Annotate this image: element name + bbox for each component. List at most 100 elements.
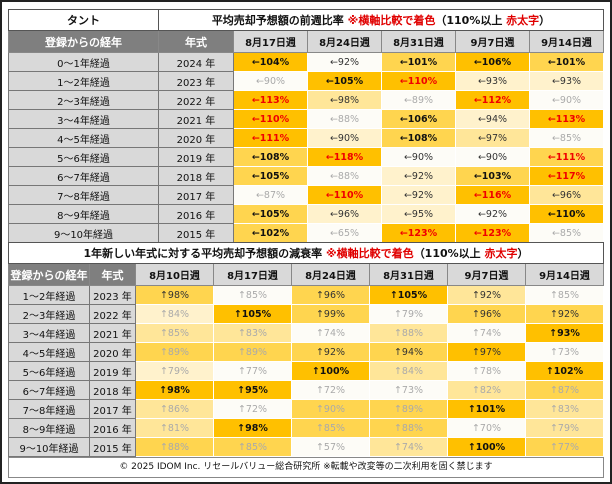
age-label: 3～4年経過 bbox=[8, 109, 159, 129]
col-year-header: 年式 bbox=[89, 263, 136, 286]
ratio-cell: ↑92% bbox=[525, 304, 604, 324]
week-header: 9月14日週 bbox=[525, 263, 604, 286]
ratio-cell: ↑85% bbox=[213, 437, 292, 457]
ratio-cell: ←89% bbox=[381, 90, 456, 110]
ratio-cell: ↑100% bbox=[447, 437, 526, 457]
week-header: 8月31日週 bbox=[381, 30, 456, 53]
ratio-cell: ←98% bbox=[307, 90, 382, 110]
model-year: 2018 年 bbox=[158, 166, 234, 186]
ratio-cell: ←113% bbox=[233, 90, 308, 110]
ratio-cell: ←87% bbox=[233, 185, 308, 205]
ratio-cell: ↑79% bbox=[369, 304, 448, 324]
ratio-cell: ↑74% bbox=[447, 323, 526, 343]
age-label: 5～6年経過 bbox=[8, 361, 90, 381]
ratio-cell: ←117% bbox=[529, 166, 604, 186]
ratio-cell: ←88% bbox=[307, 109, 382, 129]
ratio-cell: ←104% bbox=[233, 52, 308, 72]
ratio-cell: ←108% bbox=[233, 147, 308, 167]
model-year: 2020 年 bbox=[158, 128, 234, 148]
age-label: 7～8年経過 bbox=[8, 185, 159, 205]
ratio-cell: ↑81% bbox=[135, 418, 214, 438]
ratio-cell: ↑82% bbox=[447, 380, 526, 400]
ratio-cell: ←92% bbox=[455, 204, 530, 224]
ratio-cell: ↑105% bbox=[369, 285, 448, 305]
age-label: 4～5年経過 bbox=[8, 342, 90, 362]
ratio-cell: ←92% bbox=[381, 166, 456, 186]
model-year: 2017 年 bbox=[89, 399, 136, 419]
ratio-cell: ←110% bbox=[233, 109, 308, 129]
model-name: タント bbox=[8, 9, 159, 31]
ratio-cell: ↑92% bbox=[447, 285, 526, 305]
ratio-cell: ←123% bbox=[455, 223, 530, 243]
table-row: 3～4年経過 2021 年 ↑85% ↑83% ↑74% ↑88% ↑74% ↑93% bbox=[8, 323, 604, 343]
ratio-cell: ↑72% bbox=[213, 399, 292, 419]
decay-rate-table: 1年新しい年式に対する平均売却予想額の減衰率 ※横軸比較で着色（110%以上 赤… bbox=[8, 242, 604, 457]
col-year-header: 年式 bbox=[158, 30, 234, 53]
table-row: 2～3年経過 2022 年 ←113% ←98% ←89% ←112% ←90% bbox=[8, 90, 604, 110]
week-header: 8月10日週 bbox=[135, 263, 214, 286]
ratio-cell: ←113% bbox=[529, 109, 604, 129]
ratio-cell: ←111% bbox=[529, 147, 604, 167]
ratio-cell: ↑98% bbox=[213, 418, 292, 438]
col-age-header: 登録からの経年 bbox=[8, 30, 159, 53]
ratio-cell: ←90% bbox=[233, 71, 308, 91]
ratio-cell: ←101% bbox=[381, 52, 456, 72]
table-row: 9～10年経過 2015 年 ←102% ←65% ←123% ←123% ←85% bbox=[8, 223, 604, 243]
ratio-cell: ↑94% bbox=[369, 342, 448, 362]
age-label: 8～9年経過 bbox=[8, 204, 159, 224]
table-row: 8～9年経過 2016 年 ←105% ←96% ←95% ←92% ←110% bbox=[8, 204, 604, 224]
model-year: 2021 年 bbox=[89, 323, 136, 343]
ratio-cell: ←65% bbox=[307, 223, 382, 243]
copyright-footer: © 2025 IDOM Inc. リセールバリュー総合研究所 ※転載や改変等の二… bbox=[8, 457, 604, 478]
model-year: 2024 年 bbox=[158, 52, 234, 72]
ratio-cell: ↑85% bbox=[291, 418, 370, 438]
ratio-cell: ←110% bbox=[381, 71, 456, 91]
ratio-cell: ←93% bbox=[455, 71, 530, 91]
age-label: 9～10年経過 bbox=[8, 437, 90, 457]
ratio-cell: ↑83% bbox=[525, 399, 604, 419]
ratio-cell: ↑105% bbox=[213, 304, 292, 324]
ratio-cell: ↑101% bbox=[447, 399, 526, 419]
week-header: 8月17日週 bbox=[233, 30, 308, 53]
week-header: 8月24日週 bbox=[291, 263, 370, 286]
ratio-cell: ↑95% bbox=[213, 380, 292, 400]
age-label: 1～2年経過 bbox=[8, 285, 90, 305]
ratio-cell: ↑70% bbox=[447, 418, 526, 438]
ratio-cell: ←105% bbox=[307, 71, 382, 91]
ratio-cell: ←90% bbox=[529, 90, 604, 110]
table-row: 8～9年経過 2016 年 ↑81% ↑98% ↑85% ↑88% ↑70% ↑79% bbox=[8, 418, 604, 438]
model-year: 2015 年 bbox=[158, 223, 234, 243]
table-row: 4～5年経過 2020 年 ←111% ←90% ←108% ←97% ←85% bbox=[8, 128, 604, 148]
model-year: 2019 年 bbox=[89, 361, 136, 381]
ratio-cell: ↑85% bbox=[213, 285, 292, 305]
ratio-cell: ↑79% bbox=[525, 418, 604, 438]
ratio-cell: ↑85% bbox=[525, 285, 604, 305]
ratio-cell: ↑72% bbox=[291, 380, 370, 400]
week-header: 9月7日週 bbox=[455, 30, 530, 53]
table-row: 6～7年経過 2018 年 ↑98% ↑95% ↑72% ↑73% ↑82% ↑87% bbox=[8, 380, 604, 400]
table-row: 6～7年経過 2018 年 ←105% ←88% ←92% ←103% ←117% bbox=[8, 166, 604, 186]
ratio-cell: ←90% bbox=[307, 128, 382, 148]
model-year: 2019 年 bbox=[158, 147, 234, 167]
ratio-cell: ←97% bbox=[455, 128, 530, 148]
ratio-cell: ↑92% bbox=[291, 342, 370, 362]
ratio-cell: ↑90% bbox=[291, 399, 370, 419]
age-label: 2～3年経過 bbox=[8, 304, 90, 324]
ratio-cell: ←90% bbox=[381, 147, 456, 167]
age-label: 3～4年経過 bbox=[8, 323, 90, 343]
model-year: 2016 年 bbox=[158, 204, 234, 224]
model-year: 2021 年 bbox=[158, 109, 234, 129]
ratio-cell: ↑97% bbox=[447, 342, 526, 362]
ratio-cell: ↑100% bbox=[291, 361, 370, 381]
table-row: 7～8年経過 2017 年 ←87% ←110% ←92% ←116% ←96% bbox=[8, 185, 604, 205]
ratio-cell: ↑89% bbox=[213, 342, 292, 362]
ratio-cell: ↑86% bbox=[135, 399, 214, 419]
age-label: 0～1年経過 bbox=[8, 52, 159, 72]
ratio-cell: ↑85% bbox=[135, 323, 214, 343]
table-row: 1～2年経過 2023 年 ←90% ←105% ←110% ←93% ←93% bbox=[8, 71, 604, 91]
ratio-cell: ←94% bbox=[455, 109, 530, 129]
model-year: 2022 年 bbox=[89, 304, 136, 324]
ratio-cell: ↑102% bbox=[525, 361, 604, 381]
col-age-header: 登録からの経年 bbox=[8, 263, 90, 286]
ratio-cell: ↑88% bbox=[135, 437, 214, 457]
